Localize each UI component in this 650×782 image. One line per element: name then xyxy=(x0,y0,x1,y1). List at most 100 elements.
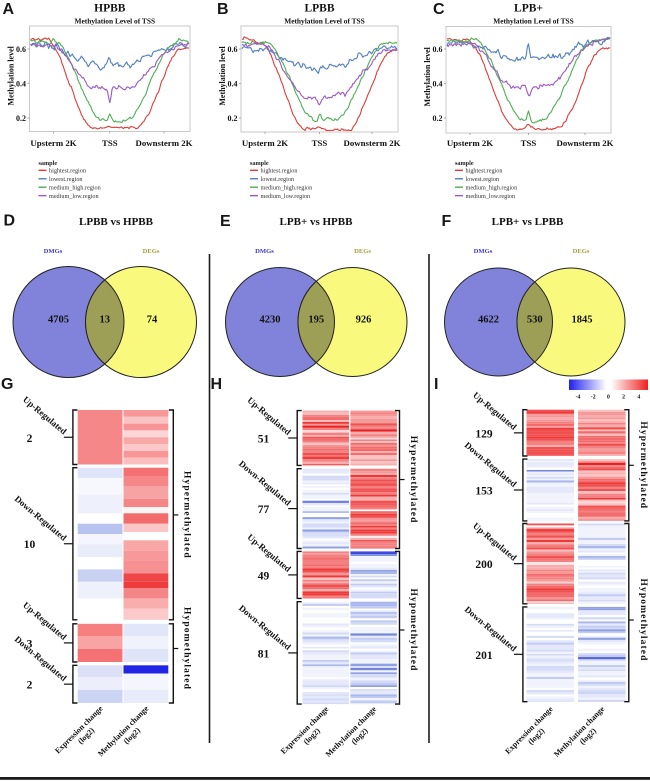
svg-text:201: 201 xyxy=(475,650,493,662)
svg-text:sample: sample xyxy=(455,160,474,167)
svg-text:H: H xyxy=(211,376,223,393)
svg-text:Downsterm 2K: Downsterm 2K xyxy=(136,138,193,148)
svg-text:0.6: 0.6 xyxy=(433,45,443,54)
svg-text:530: 530 xyxy=(527,315,543,326)
svg-text:Methylation level: Methylation level xyxy=(218,46,227,106)
svg-text:0.2: 0.2 xyxy=(228,114,238,123)
svg-text:sample: sample xyxy=(39,160,58,167)
svg-text:Down-Regulated: Down-Regulated xyxy=(13,634,69,683)
svg-text:LPB+: LPB+ xyxy=(514,2,543,14)
svg-text:4230: 4230 xyxy=(260,315,281,326)
svg-text:A: A xyxy=(3,1,15,18)
svg-text:Downsterm 2K: Downsterm 2K xyxy=(344,138,401,148)
svg-text:Hypermethylated: Hypermethylated xyxy=(638,421,648,509)
svg-text:2: 2 xyxy=(27,680,33,692)
svg-text:lowest.region: lowest.region xyxy=(261,176,295,183)
svg-text:Methylation change: Methylation change xyxy=(324,704,379,759)
svg-text:LPB+ vs HPBB: LPB+ vs HPBB xyxy=(280,216,354,228)
svg-text:10: 10 xyxy=(24,539,36,551)
svg-text:153: 153 xyxy=(475,486,493,498)
svg-text:E: E xyxy=(220,213,231,230)
svg-text:4622: 4622 xyxy=(478,315,499,326)
svg-text:51: 51 xyxy=(258,434,270,446)
svg-text:Methylation Level of TSS: Methylation Level of TSS xyxy=(75,16,156,25)
svg-text:0.4: 0.4 xyxy=(228,79,238,88)
svg-text:TSS: TSS xyxy=(521,138,537,148)
svg-text:DEGs: DEGs xyxy=(143,248,160,255)
svg-text:-2: -2 xyxy=(591,395,596,401)
svg-text:DMGs: DMGs xyxy=(474,248,493,255)
svg-text:4705: 4705 xyxy=(48,315,69,326)
svg-text:hightest.region: hightest.region xyxy=(261,168,298,175)
svg-text:DEGs: DEGs xyxy=(573,248,590,255)
svg-text:Up-Regulated: Up-Regulated xyxy=(471,521,518,563)
svg-text:DMGs: DMGs xyxy=(44,248,63,255)
svg-text:TSS: TSS xyxy=(102,138,118,148)
svg-text:medium_low.region: medium_low.region xyxy=(466,193,516,200)
svg-text:13: 13 xyxy=(100,315,111,326)
svg-text:Hypermethylated: Hypermethylated xyxy=(408,436,418,524)
svg-text:1845: 1845 xyxy=(572,315,593,326)
svg-text:DEGs: DEGs xyxy=(354,248,371,255)
svg-text:Upsterm 2K: Upsterm 2K xyxy=(447,138,493,148)
svg-text:I: I xyxy=(434,376,438,393)
svg-text:77: 77 xyxy=(258,504,270,516)
svg-text:medium_low.region: medium_low.region xyxy=(261,193,311,200)
svg-text:Methylation change: Methylation change xyxy=(552,704,607,759)
svg-text:0.6: 0.6 xyxy=(16,45,26,54)
svg-text:lowest.region: lowest.region xyxy=(466,176,500,183)
svg-text:Methylation Level of TSS: Methylation Level of TSS xyxy=(493,16,574,25)
svg-text:Methylation change: Methylation change xyxy=(96,704,151,759)
svg-text:4: 4 xyxy=(637,395,640,401)
svg-text:hightest.region: hightest.region xyxy=(49,168,86,175)
svg-text:0.2: 0.2 xyxy=(16,114,26,123)
svg-text:C: C xyxy=(433,1,445,18)
svg-text:49: 49 xyxy=(258,570,270,582)
svg-text:LPB+ vs LPBB: LPB+ vs LPBB xyxy=(492,216,564,228)
svg-text:195: 195 xyxy=(308,315,324,326)
svg-text:0: 0 xyxy=(607,395,610,401)
svg-text:Hypomethylated: Hypomethylated xyxy=(408,589,418,672)
svg-text:medium_high.region: medium_high.region xyxy=(261,184,313,191)
svg-text:Hypomethylated: Hypomethylated xyxy=(638,579,648,662)
svg-text:74: 74 xyxy=(147,315,158,326)
svg-text:G: G xyxy=(1,376,13,393)
svg-text:Up-Regulated: Up-Regulated xyxy=(21,394,68,436)
svg-text:Down-Regulated: Down-Regulated xyxy=(13,494,69,543)
svg-text:Methylation level: Methylation level xyxy=(7,45,16,105)
svg-text:Down-Regulated: Down-Regulated xyxy=(463,604,519,653)
svg-text:sample: sample xyxy=(250,160,269,167)
svg-text:0.6: 0.6 xyxy=(228,45,238,54)
svg-text:medium_high.region: medium_high.region xyxy=(49,184,101,191)
svg-text:Expression change: Expression change xyxy=(53,704,105,756)
svg-text:3: 3 xyxy=(27,638,33,650)
svg-text:Down-Regulated: Down-Regulated xyxy=(237,459,293,508)
svg-text:926: 926 xyxy=(356,315,372,326)
svg-text:Hypomethylated: Hypomethylated xyxy=(182,607,192,690)
svg-text:B: B xyxy=(217,1,229,18)
svg-text:200: 200 xyxy=(475,559,493,571)
svg-text:LPBB vs HPBB: LPBB vs HPBB xyxy=(79,216,154,228)
svg-text:129: 129 xyxy=(475,428,493,440)
svg-text:Upsterm 2K: Upsterm 2K xyxy=(242,138,288,148)
svg-text:Down-Regulated: Down-Regulated xyxy=(237,603,293,652)
svg-text:Up-Regulated: Up-Regulated xyxy=(471,390,518,432)
svg-text:F: F xyxy=(442,213,452,230)
svg-text:Downsterm 2K: Downsterm 2K xyxy=(557,138,614,148)
svg-text:DMGs: DMGs xyxy=(255,248,274,255)
svg-text:LPBB: LPBB xyxy=(304,2,334,14)
svg-text:Expression change: Expression change xyxy=(279,704,331,756)
svg-text:Up-Regulated: Up-Regulated xyxy=(21,600,68,642)
svg-text:2: 2 xyxy=(27,433,33,445)
svg-text:Up-Regulated: Up-Regulated xyxy=(245,532,292,574)
svg-text:-4: -4 xyxy=(576,395,581,401)
svg-text:2: 2 xyxy=(622,395,625,401)
svg-text:lowest.region: lowest.region xyxy=(49,176,83,183)
svg-text:Down-Regulated: Down-Regulated xyxy=(463,440,519,489)
svg-text:D: D xyxy=(4,213,16,230)
svg-text:Up-Regulated: Up-Regulated xyxy=(245,395,292,437)
svg-text:Hypermethylated: Hypermethylated xyxy=(182,471,192,559)
svg-text:81: 81 xyxy=(258,648,270,660)
svg-text:HPBB: HPBB xyxy=(94,2,126,14)
svg-text:Methylation level: Methylation level xyxy=(423,46,432,106)
